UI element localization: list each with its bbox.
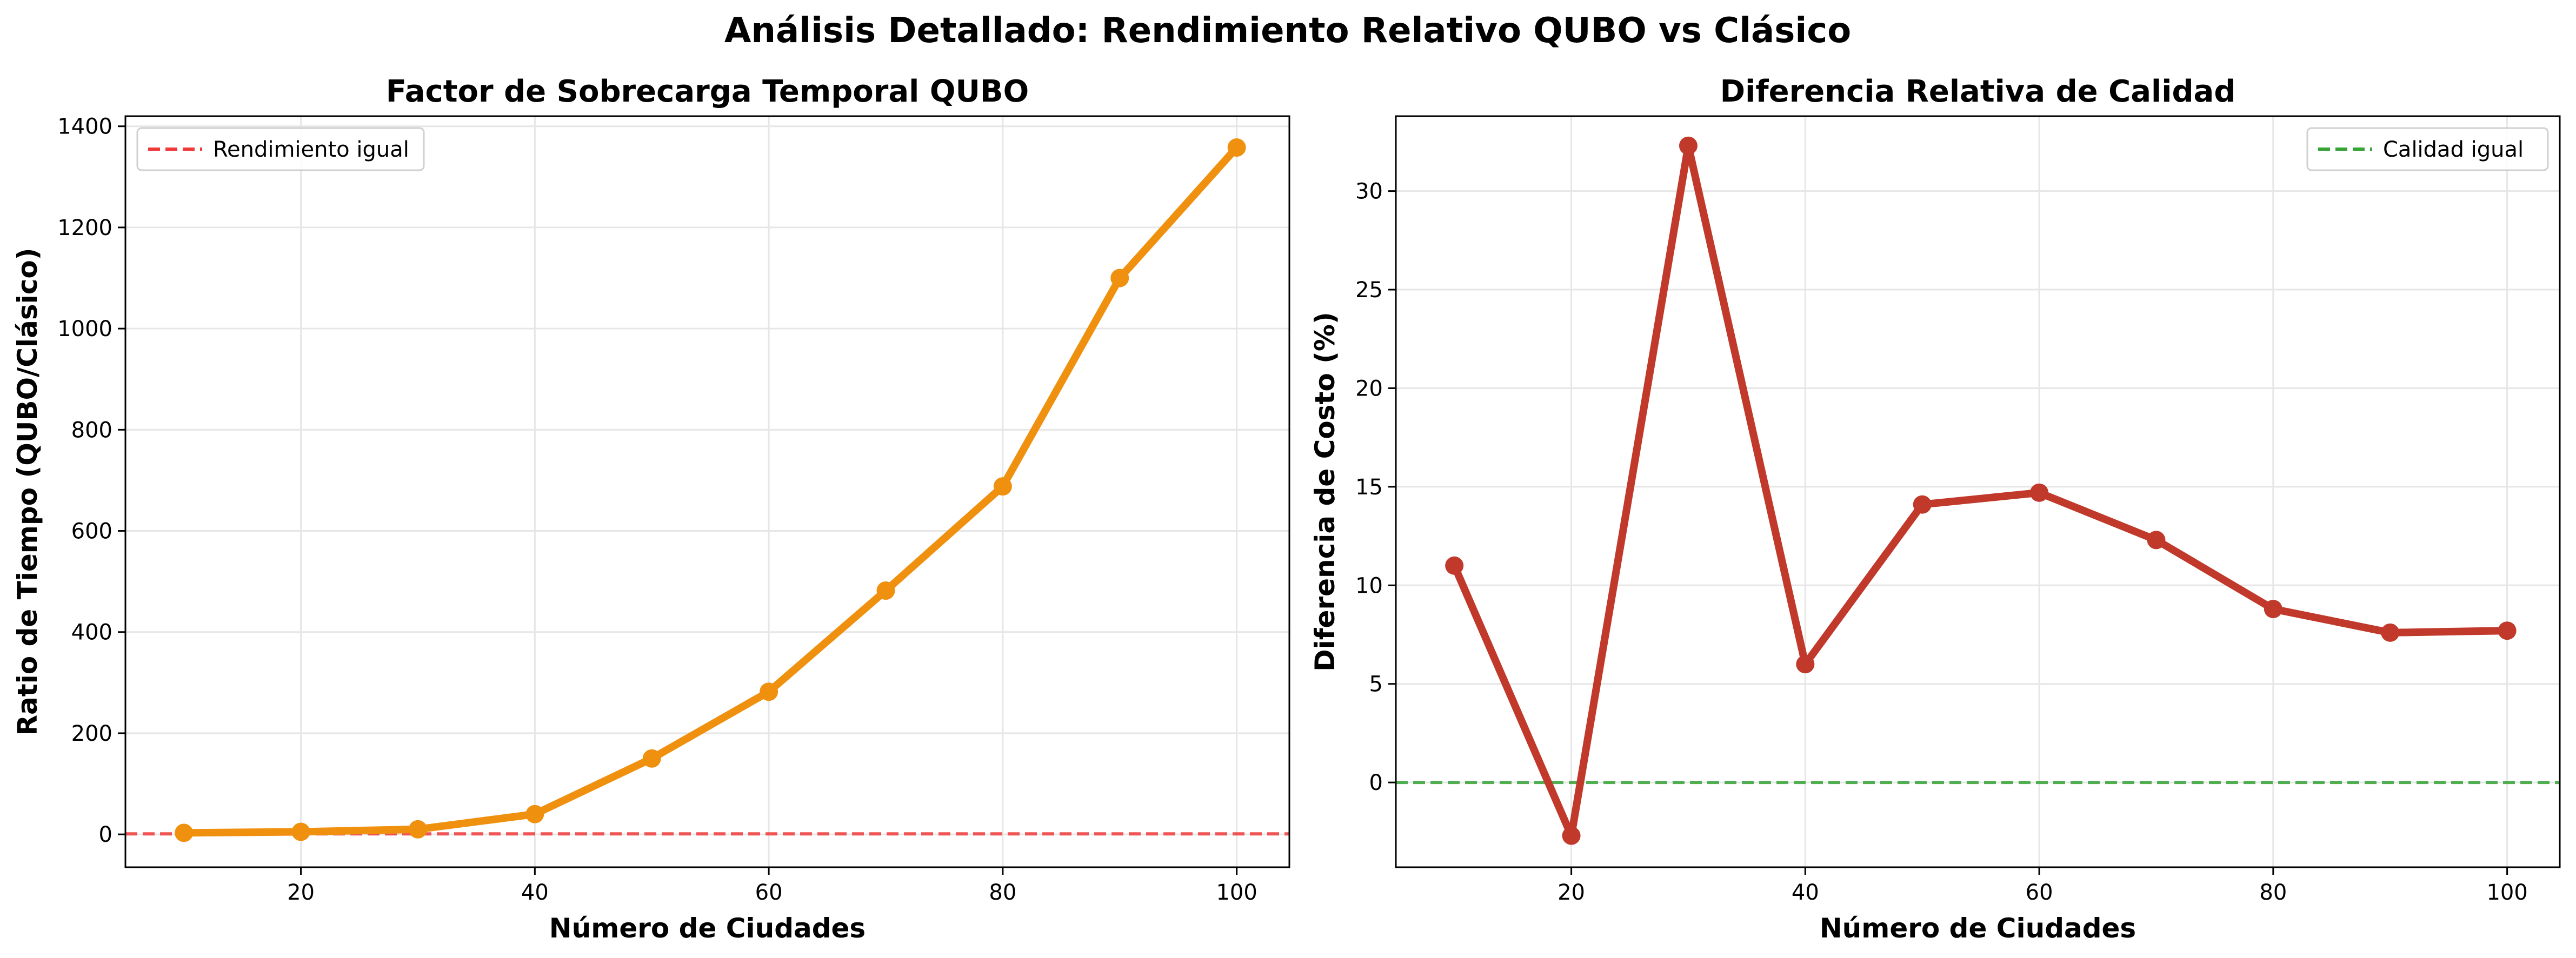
legend-label: Rendimiento igual <box>213 137 409 162</box>
data-point <box>2030 483 2049 502</box>
y-tick-label: 400 <box>71 620 112 645</box>
plot-frame <box>1395 115 2561 868</box>
y-tick-label: 30 <box>1355 179 1383 204</box>
legend-box <box>136 127 425 171</box>
y-tick-label: 0 <box>99 822 112 847</box>
y-tick-label: 1400 <box>57 115 112 139</box>
data-point <box>175 823 194 842</box>
data-point <box>642 749 661 768</box>
data-point <box>1913 495 1932 514</box>
y-tick-label: 1000 <box>57 317 112 341</box>
data-point <box>1445 556 1464 575</box>
legend-label: Calidad igual <box>2383 137 2524 162</box>
y-tick-label: 600 <box>71 519 112 544</box>
y-tick-label: 800 <box>71 418 112 443</box>
x-axis-label: Número de Ciudades <box>1820 913 2136 944</box>
chart-title: Diferencia Relativa de Calidad <box>1720 74 2236 109</box>
x-tick-label: 60 <box>2026 880 2053 905</box>
data-point <box>1796 655 1815 674</box>
data-point <box>1227 138 1246 157</box>
data-point <box>291 822 310 841</box>
data-point <box>1562 826 1581 845</box>
y-tick-label: 20 <box>1355 376 1383 401</box>
data-point <box>2147 531 2166 550</box>
series-line <box>1450 142 2511 840</box>
x-tick-label: 20 <box>1557 880 1585 905</box>
data-point <box>1110 269 1129 287</box>
y-tick-label: 10 <box>1355 573 1383 598</box>
x-axis-label: Número de Ciudades <box>549 913 866 944</box>
y-axis-label: Ratio de Tiempo (QUBO/Clásico) <box>12 247 43 735</box>
data-point <box>760 682 778 701</box>
chart-title: Factor de Sobrecarga Temporal QUBO <box>386 74 1029 109</box>
data-point <box>993 477 1012 496</box>
series-line <box>180 144 1241 837</box>
x-tick-label: 100 <box>2486 880 2527 905</box>
x-tick-label: 40 <box>1792 880 1819 905</box>
x-tick-label: 20 <box>287 880 315 905</box>
y-tick-label: 200 <box>71 721 112 746</box>
y-axis-label: Diferencia de Costo (%) <box>1309 312 1341 672</box>
data-point <box>2264 600 2282 619</box>
x-tick-label: 80 <box>989 880 1016 905</box>
x-tick-label: 80 <box>2259 880 2287 905</box>
data-point <box>525 805 544 823</box>
figure-title: Análisis Detallado: Rendimiento Relativo… <box>724 11 1851 51</box>
data-point <box>1679 136 1698 155</box>
data-point <box>408 820 427 839</box>
time-ratio-chart: 20 40 60 80 1000200400600800100012001400Fact… <box>12 74 1290 944</box>
y-tick-label: 1200 <box>57 216 112 240</box>
x-tick-label: 100 <box>1216 880 1257 905</box>
y-tick-label: 15 <box>1355 475 1383 500</box>
quality-difference-chart: 20 40 60 80 100 0 5 10 15 20 25 30 Diferencia Relati… <box>1309 74 2561 944</box>
y-tick-label: 5 <box>1369 672 1383 697</box>
data-point <box>2381 623 2400 642</box>
plot-frame <box>124 115 1290 868</box>
data-point <box>876 581 895 600</box>
legend: Rendimiento igual <box>136 127 425 171</box>
y-tick-label: 0 <box>1369 771 1383 795</box>
x-tick-label: 40 <box>521 880 549 905</box>
x-tick-label: 60 <box>755 880 783 905</box>
legend-box <box>2306 127 2549 171</box>
data-point <box>2498 621 2517 640</box>
legend: Calidad igual <box>2306 127 2549 171</box>
y-tick-label: 25 <box>1355 278 1383 303</box>
